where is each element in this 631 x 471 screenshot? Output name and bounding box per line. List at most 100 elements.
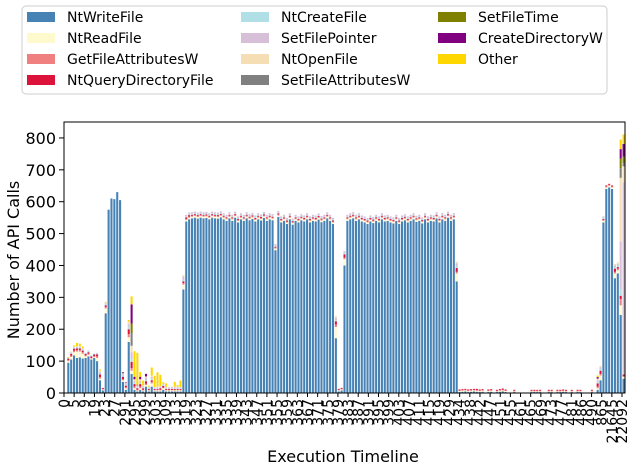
bar-94-NtWriteFile — [334, 338, 337, 393]
bar-126-NtQueryDirectoryFile — [426, 218, 429, 220]
bar-90-NtCreateFile — [323, 216, 326, 218]
bar-186-NtReadFile — [599, 375, 602, 381]
bar-39-NtCreateFile — [176, 388, 179, 389]
bar-97-NtQueryDirectoryFile — [343, 254, 346, 258]
bar-98-NtQueryDirectoryFile — [346, 217, 349, 219]
bar-137-NtReadFile — [458, 391, 461, 393]
bar-124-NtCreateFile — [421, 218, 424, 220]
bar-168-NtQueryDirectoryFile — [547, 389, 550, 391]
bar-80-GetFileAttributesW — [294, 218, 297, 220]
bar-110-NtWriteFile — [380, 219, 383, 393]
bar-80-NtQueryDirectoryFile — [294, 217, 297, 219]
bar-6-GetFileAttributesW — [81, 352, 84, 354]
bar-104-NtCreateFile — [363, 217, 366, 219]
bar-2-NtQueryDirectoryFile — [70, 353, 73, 356]
bar-116-SetFilePointer — [398, 217, 401, 220]
bar-189-NtQueryDirectoryFile — [608, 183, 611, 185]
bar-52-GetFileAttributesW — [214, 215, 217, 217]
bar-13-NtReadFile — [101, 389, 104, 391]
y-tick-label-400: 400 — [25, 256, 56, 275]
bar-64-GetFileAttributesW — [248, 217, 251, 219]
bar-112-NtWriteFile — [386, 220, 389, 393]
bar-39-GetFileAttributesW — [176, 389, 179, 391]
bar-56-SetFilePointer — [225, 214, 228, 217]
bar-24-NtWriteFile — [133, 389, 136, 393]
x-tick-label-347: 347 — [250, 399, 266, 426]
bar-165-GetFileAttributesW — [539, 390, 542, 392]
bar-90-SetFilePointer — [323, 214, 326, 217]
bar-33-SetFilePointer — [159, 386, 162, 388]
bar-8-NtQueryDirectoryFile — [87, 352, 90, 354]
bar-49-GetFileAttributesW — [205, 215, 208, 217]
bar-143-NtReadFile — [475, 390, 478, 392]
bar-57-GetFileAttributesW — [228, 215, 231, 217]
bar-35-GetFileAttributesW — [165, 389, 168, 391]
bar-41-NtWriteFile — [182, 289, 185, 393]
bar-31-GetFileAttributesW — [153, 389, 156, 391]
bar-100-NtQueryDirectoryFile — [352, 214, 355, 216]
bar-51-GetFileAttributesW — [211, 215, 214, 217]
bar-192-NtQueryDirectoryFile — [616, 267, 619, 269]
bar-58-GetFileAttributesW — [231, 218, 234, 220]
bar-137-GetFileAttributesW — [458, 390, 461, 392]
bar-171-GetFileAttributesW — [556, 390, 559, 392]
bar-86-NtCreateFile — [311, 216, 314, 218]
x-tick-label-355: 355 — [270, 399, 286, 426]
bar-148-NtWriteFile — [490, 391, 493, 393]
bar-71-SetFilePointer — [268, 213, 271, 215]
bar-132-NtReadFile — [444, 219, 447, 221]
x-tick-label-473: 473 — [544, 399, 560, 426]
x-tick-label-5: 5 — [67, 399, 83, 408]
bar-74-NtCreateFile — [277, 212, 280, 214]
legend-frame — [21, 5, 608, 95]
bar-86-NtWriteFile — [311, 220, 314, 393]
bar-63-NtQueryDirectoryFile — [245, 214, 248, 216]
bar-109-NtReadFile — [377, 220, 381, 223]
bar-52-SetFilePointer — [214, 212, 217, 214]
bar-93-NtQueryDirectoryFile — [331, 220, 335, 222]
bar-59-SetFilePointer — [234, 211, 237, 214]
bar-94-NtQueryDirectoryFile — [334, 321, 337, 325]
bar-116-NtReadFile — [398, 222, 401, 225]
bar-187-GetFileAttributesW — [602, 219, 605, 221]
x-tick-label-490: 490 — [585, 399, 601, 426]
bar-97-SetFilePointer — [343, 251, 346, 253]
bar-130-NtWriteFile — [438, 222, 441, 393]
bar-47-GetFileAttributesW — [199, 215, 202, 217]
bar-130-SetFilePointer — [438, 216, 441, 218]
bar-86-NtReadFile — [311, 219, 314, 221]
bar-86-NtQueryDirectoryFile — [311, 217, 314, 219]
bar-114-GetFileAttributesW — [392, 220, 395, 222]
bar-33-NtWriteFile — [159, 391, 162, 393]
bar-20-NtCreateFile — [121, 375, 125, 377]
bar-78-NtReadFile — [288, 217, 291, 220]
bar-27-NtCreateFile — [142, 387, 145, 389]
bar-130-GetFileAttributesW — [438, 219, 441, 221]
bar-21-CreateDirectoryW — [124, 382, 127, 384]
bar-32-NtCreateFile — [156, 388, 159, 389]
bar-86-SetFilePointer — [311, 214, 314, 217]
bar-45-NtReadFile — [193, 216, 196, 218]
legend-label-NtCreateFile: NtCreateFile — [281, 10, 367, 26]
bar-30-Other — [150, 367, 153, 376]
bar-101-NtQueryDirectoryFile — [354, 217, 358, 219]
bar-118-NtWriteFile — [403, 220, 406, 393]
bar-129-NtReadFile — [435, 216, 438, 219]
bar-76-GetFileAttributesW — [283, 218, 286, 220]
bar-193-NtReadFile — [619, 305, 622, 315]
bar-10-NtCreateFile — [93, 353, 96, 355]
bar-123-GetFileAttributesW — [418, 218, 421, 220]
bar-80-NtCreateFile — [294, 216, 297, 218]
bar-103-GetFileAttributesW — [360, 218, 363, 220]
x-tick-label-481: 481 — [564, 399, 580, 426]
bar-191-NtCreateFile — [613, 267, 616, 269]
bar-126-NtCreateFile — [426, 217, 429, 219]
bar-80-NtReadFile — [294, 219, 297, 221]
bar-152-NtWriteFile — [501, 391, 504, 393]
bar-38-NtCreateFile — [173, 388, 176, 389]
bar-91-NtCreateFile — [326, 213, 329, 215]
bar-114-NtReadFile — [392, 221, 395, 224]
bar-1-NtCreateFile — [67, 357, 70, 359]
x-tick-label-343: 343 — [240, 399, 256, 426]
bar-59-NtQueryDirectoryFile — [234, 214, 237, 216]
